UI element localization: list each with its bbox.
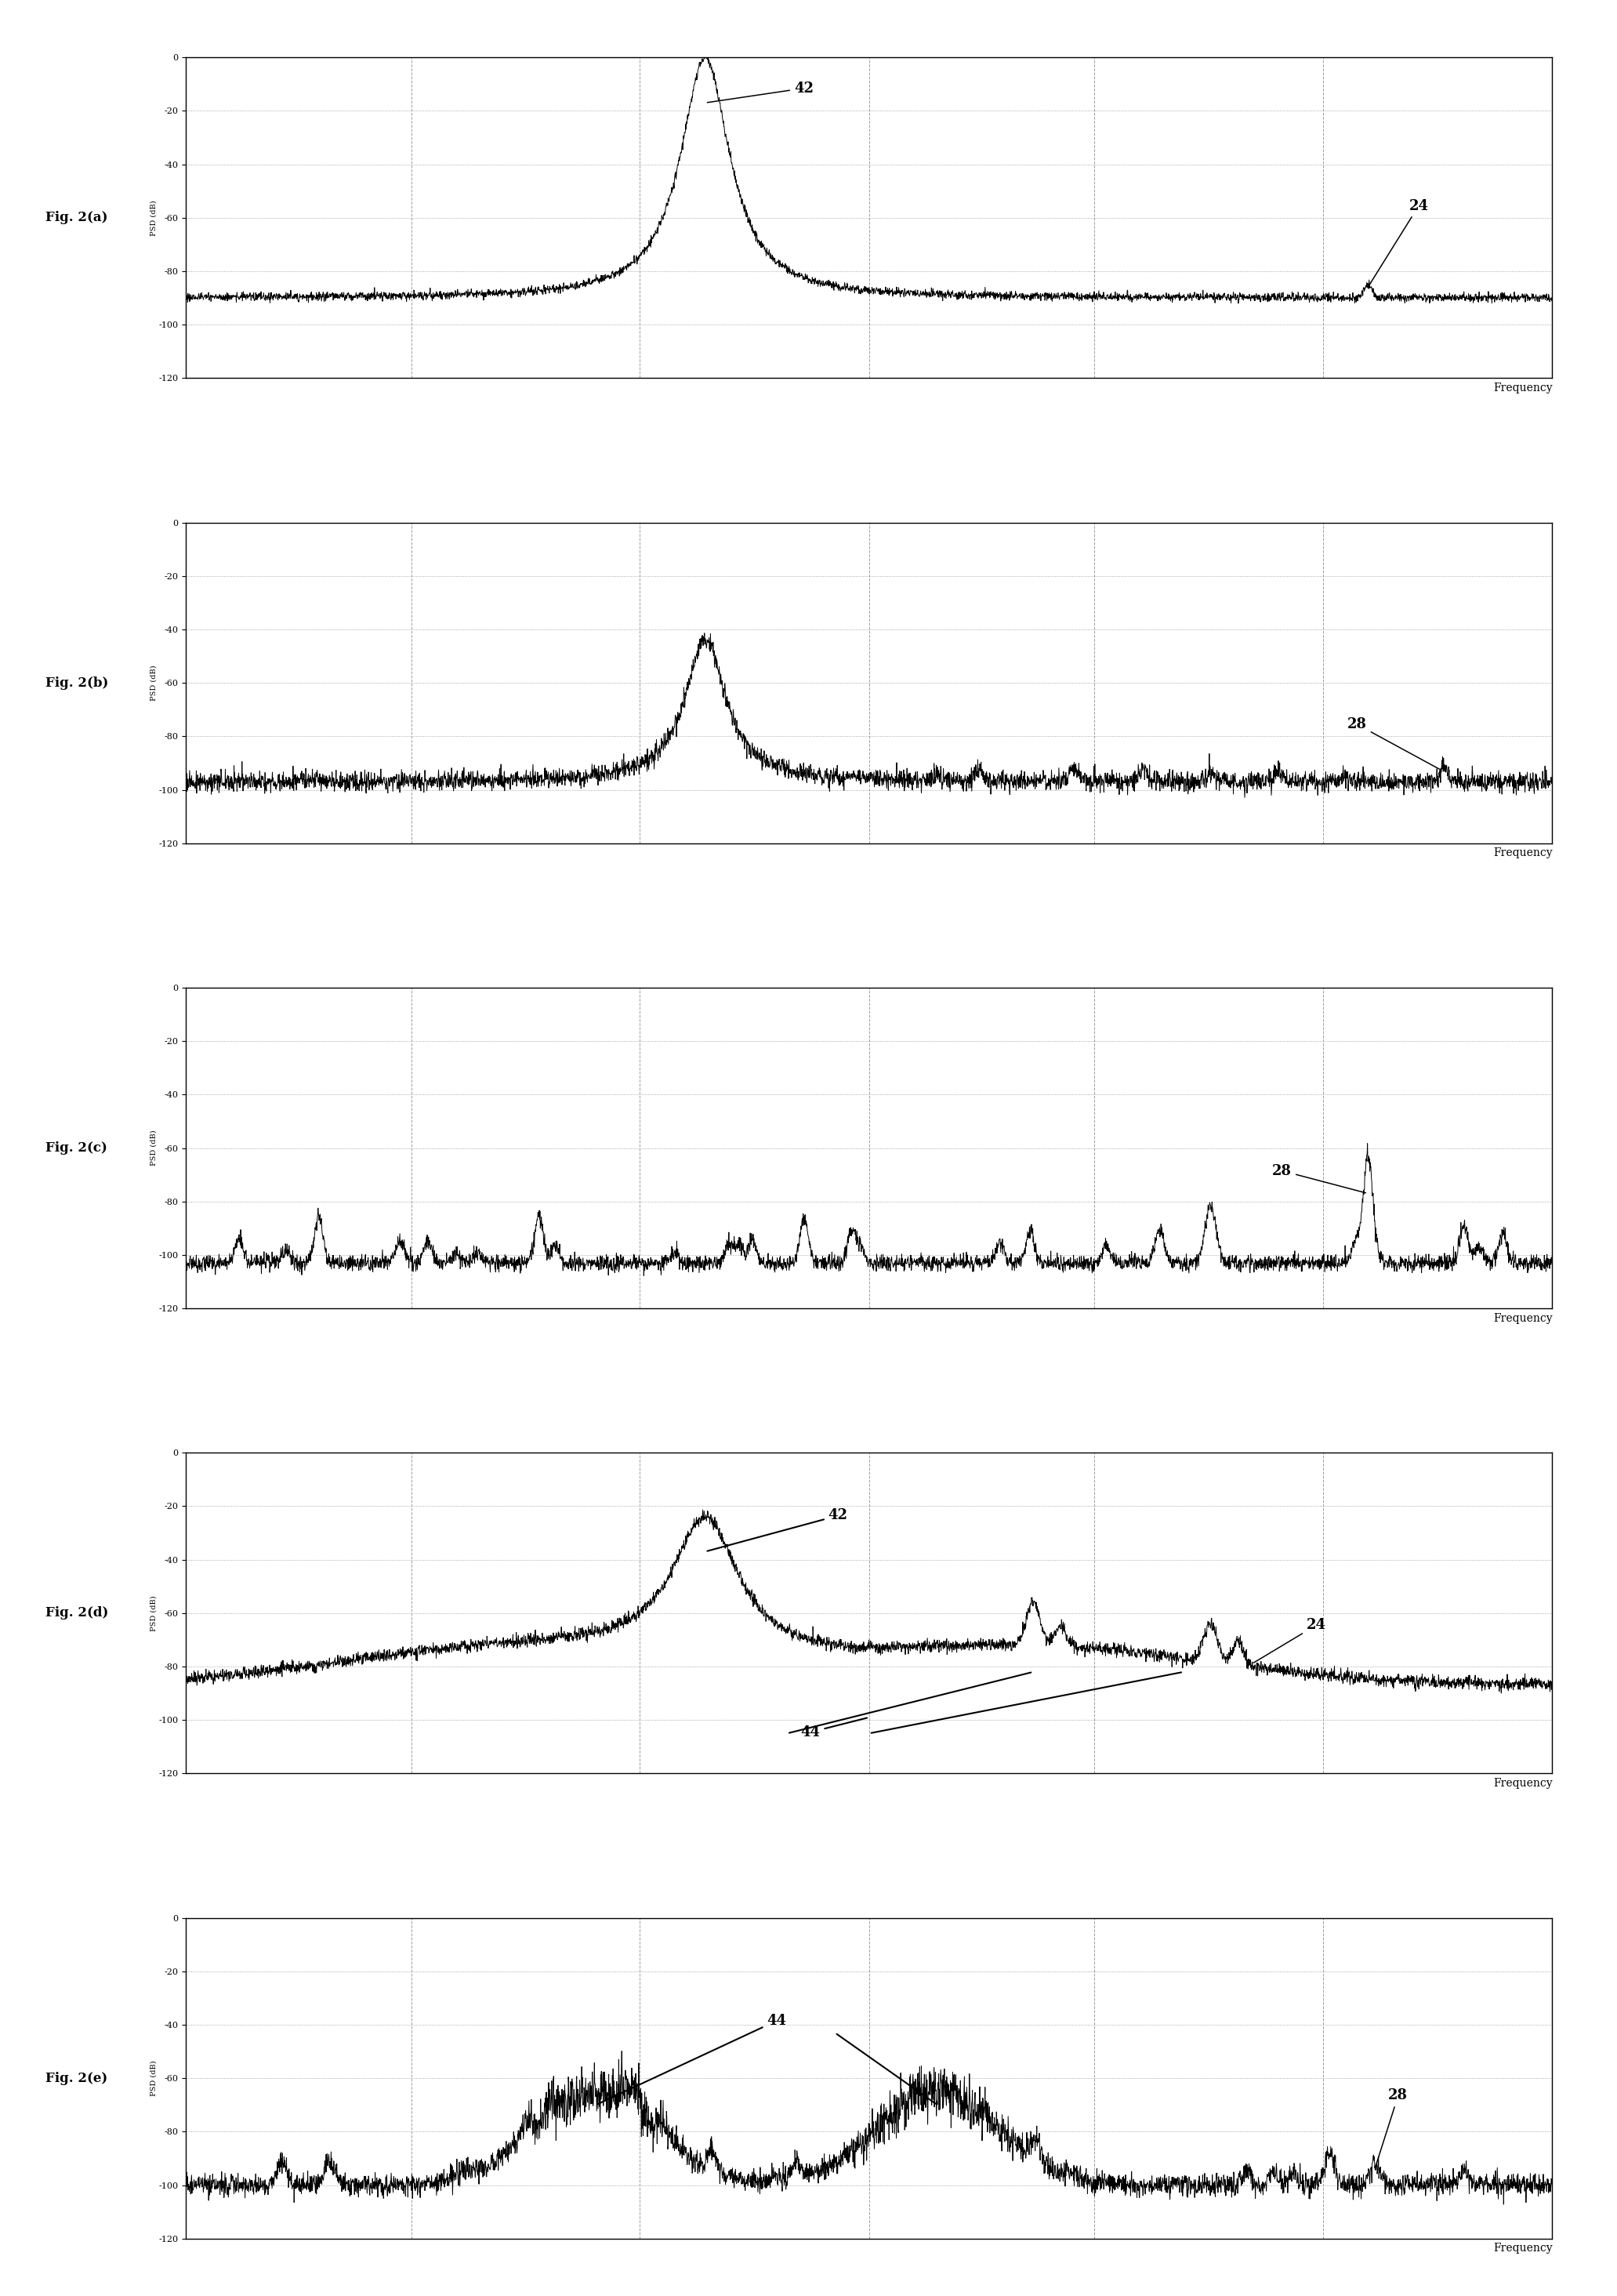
Y-axis label: PSD (dB): PSD (dB)	[150, 1596, 157, 1630]
Y-axis label: PSD (dB): PSD (dB)	[150, 2060, 157, 2096]
Text: Fig. 2(b): Fig. 2(b)	[45, 677, 108, 689]
Text: 28: 28	[1376, 2089, 1408, 2167]
Text: Fig. 2(a): Fig. 2(a)	[45, 211, 108, 225]
X-axis label: Frequency: Frequency	[1492, 847, 1552, 859]
Text: 42: 42	[707, 1508, 847, 1552]
Text: 28: 28	[1273, 1164, 1366, 1194]
X-axis label: Frequency: Frequency	[1492, 1313, 1552, 1325]
Y-axis label: PSD (dB): PSD (dB)	[150, 1130, 157, 1166]
X-axis label: Frequency: Frequency	[1492, 2243, 1552, 2255]
X-axis label: Frequency: Frequency	[1492, 1777, 1552, 1789]
X-axis label: Frequency: Frequency	[1492, 383, 1552, 393]
Text: Fig. 2(c): Fig. 2(c)	[45, 1141, 108, 1155]
Text: 28: 28	[1347, 716, 1441, 769]
Text: 44: 44	[598, 2014, 786, 2103]
Text: 44: 44	[800, 1717, 867, 1738]
Text: 24: 24	[1370, 200, 1428, 285]
Text: 42: 42	[707, 80, 813, 103]
Y-axis label: PSD (dB): PSD (dB)	[150, 666, 157, 700]
Y-axis label: PSD (dB): PSD (dB)	[150, 200, 157, 236]
Text: Fig. 2(d): Fig. 2(d)	[45, 1607, 108, 1619]
Text: 24: 24	[1253, 1619, 1326, 1662]
Text: Fig. 2(e): Fig. 2(e)	[45, 2071, 108, 2085]
